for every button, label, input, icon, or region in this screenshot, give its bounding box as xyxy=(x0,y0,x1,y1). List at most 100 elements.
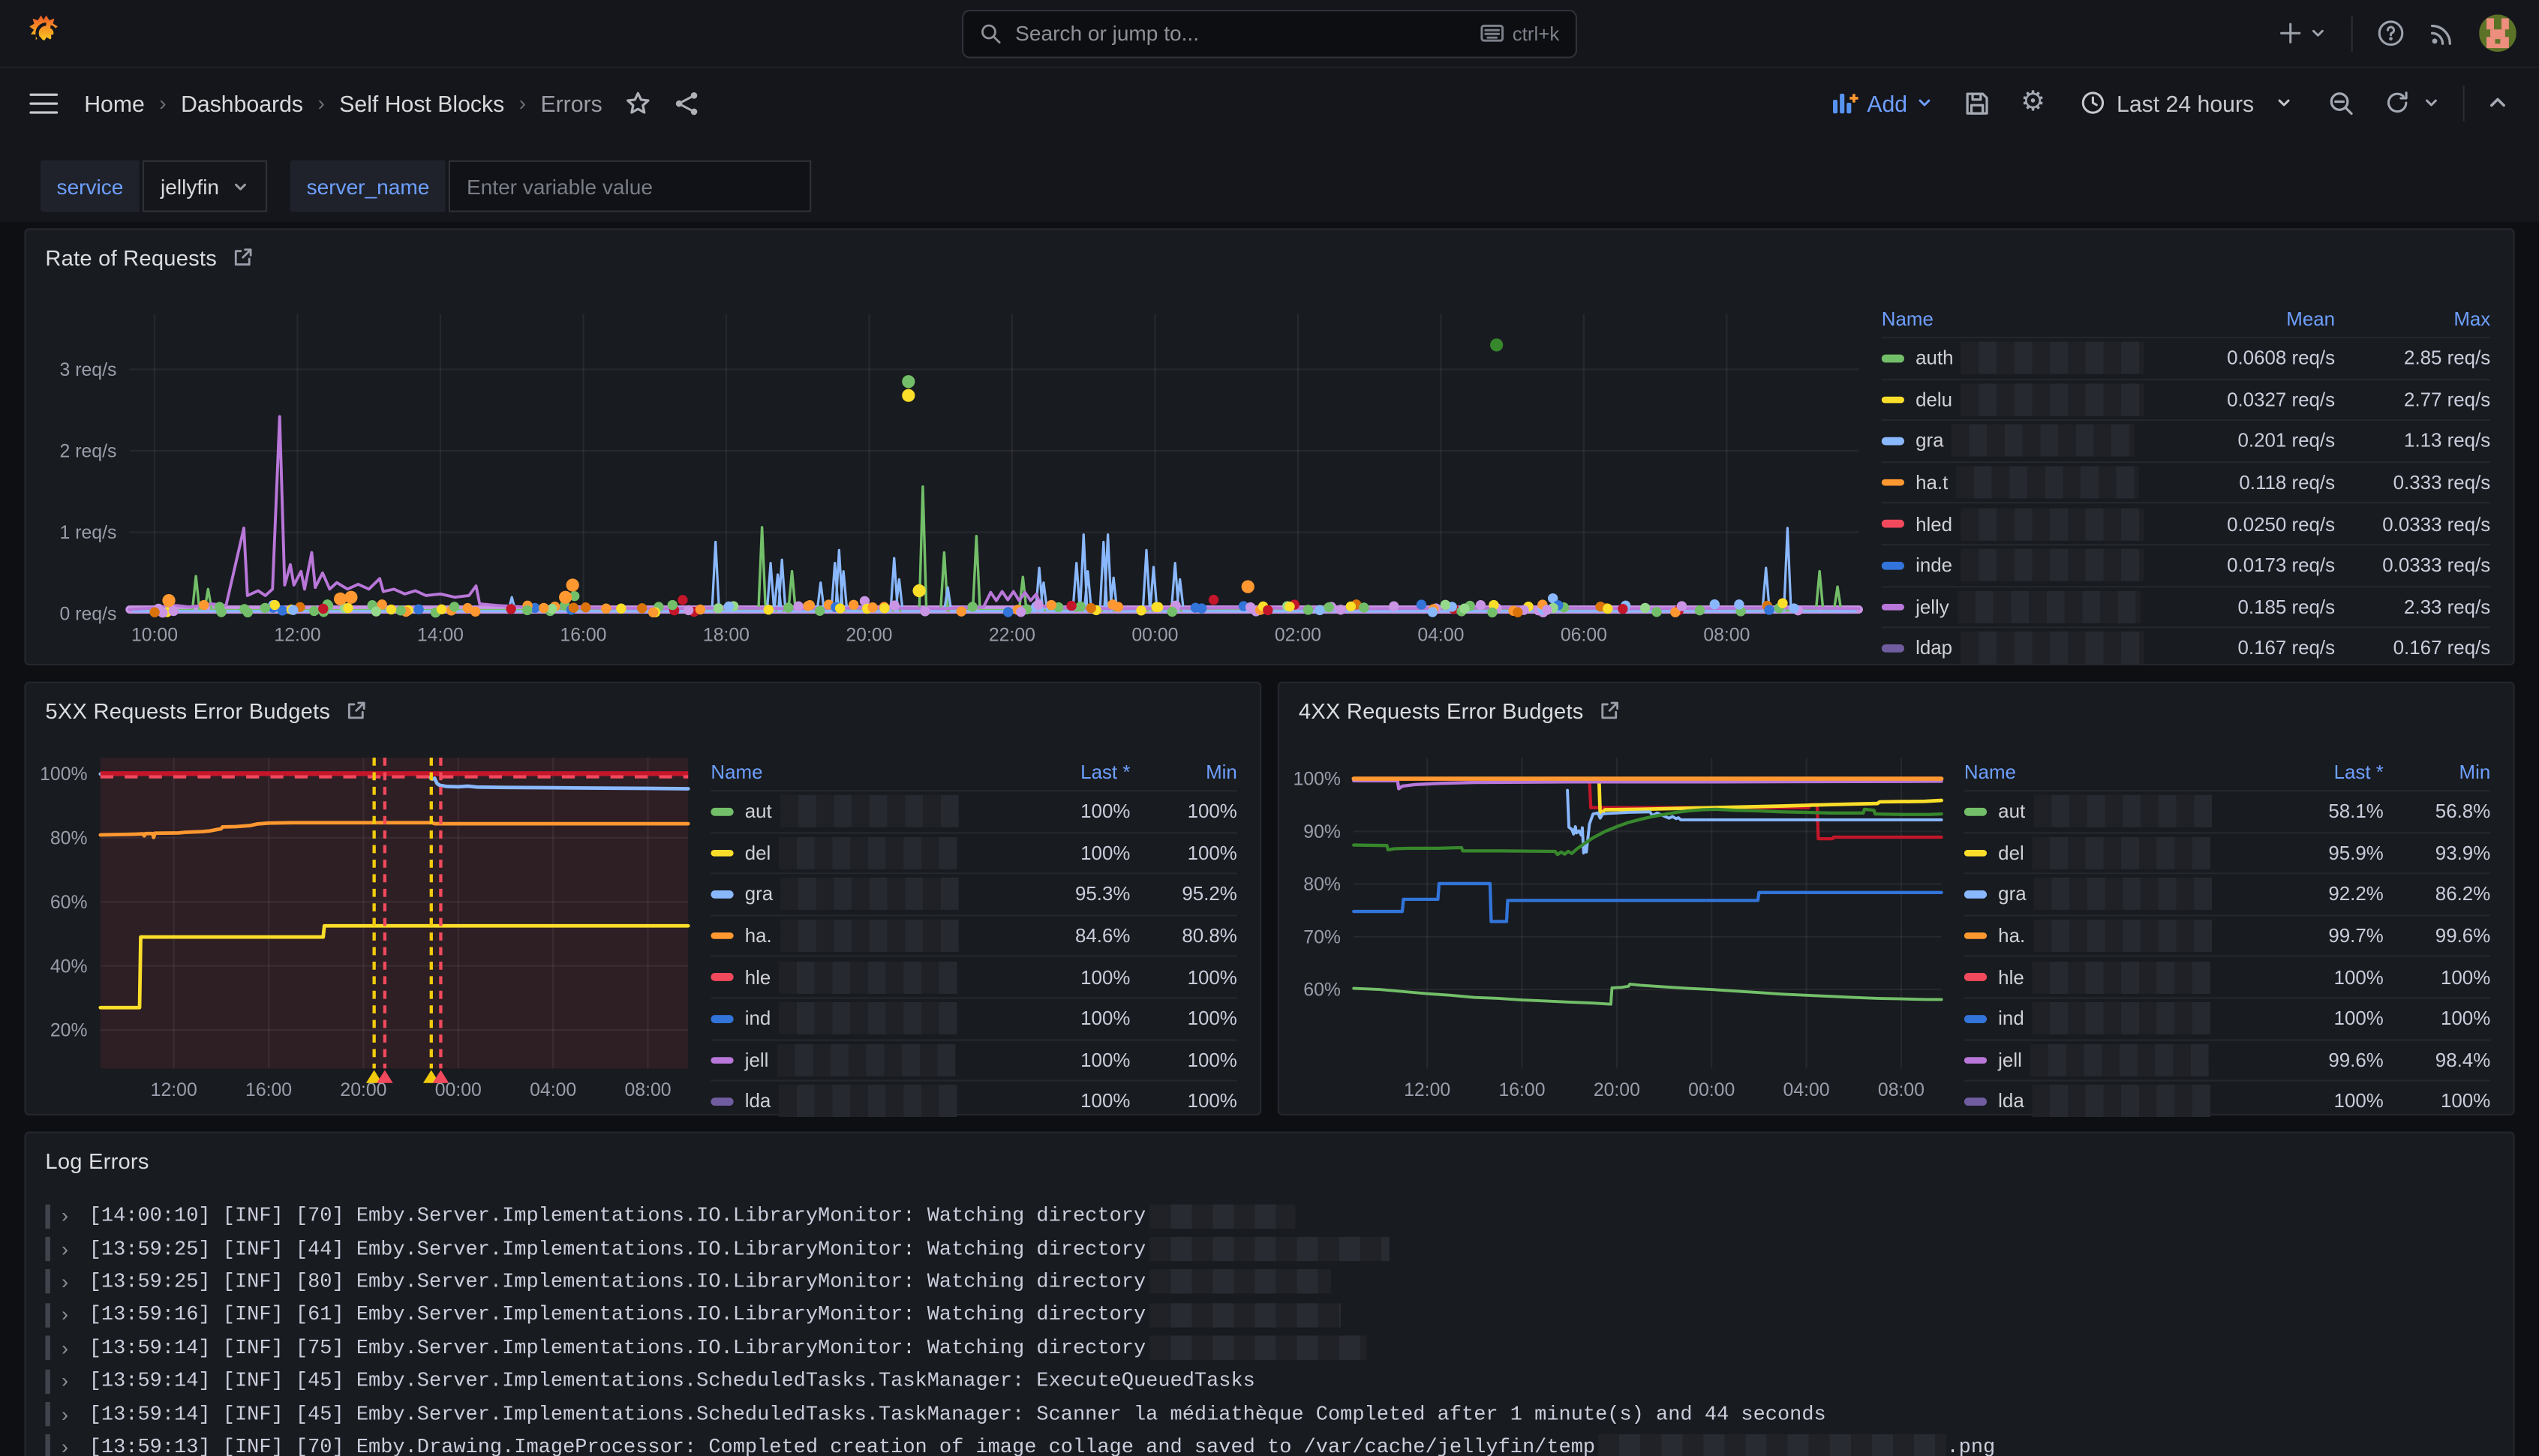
log-row[interactable]: ›[13:59:14] [INF] [75] Emby.Server.Imple… xyxy=(45,1331,2493,1364)
external-link-icon[interactable] xyxy=(1598,699,1621,722)
redacted-log-text xyxy=(1149,1204,1294,1228)
expand-chevron-icon[interactable]: › xyxy=(62,1403,89,1425)
save-dashboard-button[interactable] xyxy=(1956,79,1998,128)
legend-row[interactable]: ind100%100% xyxy=(711,997,1236,1038)
legend-row[interactable]: gra0.201 req/s1.13 req/s xyxy=(1882,419,2490,461)
series-jellyfin xyxy=(130,416,1859,609)
chevron-down-icon xyxy=(1916,94,1934,112)
legend-value: 0.0608 req/s xyxy=(2186,347,2336,369)
expand-chevron-icon[interactable]: › xyxy=(62,1436,89,1456)
shortcut-hint: ctrl+k xyxy=(1480,22,1560,44)
legend-row[interactable]: hle100%100% xyxy=(1964,956,2490,997)
redacted-log-text xyxy=(1149,1336,1366,1360)
redacted-series-name xyxy=(780,920,958,952)
zoom-out-button[interactable] xyxy=(2321,79,2363,128)
expand-chevron-icon[interactable]: › xyxy=(62,1337,89,1359)
legend-row[interactable]: ha.84.6%80.8% xyxy=(711,914,1236,956)
external-link-icon[interactable] xyxy=(231,246,254,269)
legend-row[interactable]: jelly0.185 req/s2.33 req/s xyxy=(1882,585,2490,626)
panel-header[interactable]: 5XX Requests Error Budgets xyxy=(26,683,1260,738)
legend-column-last[interactable]: Last * xyxy=(1014,761,1130,783)
legend-column-name[interactable]: Name xyxy=(711,761,1014,783)
expand-chevron-icon[interactable]: › xyxy=(62,1238,89,1260)
menu-toggle-button[interactable] xyxy=(29,92,59,114)
variable-service-select[interactable]: jellyfin xyxy=(143,161,267,212)
timeseries-chart-4xx[interactable]: 12:0016:0020:0000:0004:0008:0060%70%80%9… xyxy=(1279,738,1952,1117)
legend-row[interactable]: aut58.1%56.8% xyxy=(1964,790,2490,831)
breadcrumb-dashboards[interactable]: Dashboards xyxy=(181,90,303,116)
panel-header[interactable]: Log Errors xyxy=(26,1133,2513,1188)
breadcrumb-folder[interactable]: Self Host Blocks xyxy=(339,90,504,116)
chevron-down-icon xyxy=(2423,94,2441,112)
redacted-series-name xyxy=(779,837,957,869)
legend-column-min[interactable]: Min xyxy=(1130,761,1236,783)
legend-row[interactable]: ha.t0.118 req/s0.333 req/s xyxy=(1882,461,2490,503)
legend-row[interactable]: auth0.0608 req/s2.85 req/s xyxy=(1882,337,2490,378)
panel-header[interactable]: 4XX Requests Error Budgets xyxy=(1279,683,2513,738)
legend-row[interactable]: hled0.0250 req/s0.0333 req/s xyxy=(1882,503,2490,544)
legend-column-max[interactable]: Max xyxy=(2335,308,2490,330)
log-row[interactable]: ›[13:59:14] [INF] [45] Emby.Server.Imple… xyxy=(45,1364,2493,1397)
search-input[interactable]: Search or jump to... ctrl+k xyxy=(962,9,1577,58)
legend-row[interactable]: jell100%100% xyxy=(711,1039,1236,1080)
favorite-button[interactable] xyxy=(625,90,651,116)
legend-column-name[interactable]: Name xyxy=(1882,308,2186,330)
legend-column-name[interactable]: Name xyxy=(1964,761,2267,783)
legend-row[interactable]: del100%100% xyxy=(711,831,1236,872)
dashboard-settings-button[interactable]: ⚙ xyxy=(2012,79,2053,128)
legend-row[interactable]: del95.9%93.9% xyxy=(1964,831,2490,872)
series-color-chip xyxy=(1964,808,1987,815)
timeseries-chart-5xx[interactable]: 12:0016:0020:0000:0004:0008:0020%40%60%8… xyxy=(26,738,699,1117)
legend-row[interactable]: inde0.0173 req/s0.0333 req/s xyxy=(1882,544,2490,585)
share-button[interactable] xyxy=(674,90,700,116)
expand-chevron-icon[interactable]: › xyxy=(62,1271,89,1293)
svg-text:20:00: 20:00 xyxy=(846,626,892,646)
refresh-button[interactable] xyxy=(2377,79,2448,128)
external-link-icon[interactable] xyxy=(345,699,368,722)
expand-chevron-icon[interactable]: › xyxy=(62,1370,89,1392)
news-button[interactable] xyxy=(2429,20,2455,47)
user-avatar[interactable] xyxy=(2479,14,2516,52)
legend-row[interactable]: aut100%100% xyxy=(711,790,1236,831)
collapse-kiosk-button[interactable] xyxy=(2479,79,2516,128)
svg-text:00:00: 00:00 xyxy=(1688,1080,1735,1100)
timeseries-chart-rate[interactable]: 10:0012:0014:0016:0018:0020:0022:0000:00… xyxy=(26,285,1869,667)
expand-chevron-icon[interactable]: › xyxy=(62,1304,89,1326)
legend-column-min[interactable]: Min xyxy=(2384,761,2490,783)
log-row[interactable]: ›[14:00:10] [INF] [70] Emby.Server.Imple… xyxy=(45,1199,2493,1232)
help-button[interactable] xyxy=(2377,20,2405,47)
redacted-series-name xyxy=(2033,1002,2210,1034)
log-row[interactable]: ›[13:59:13] [INF] [70] Emby.Drawing.Imag… xyxy=(45,1430,2493,1456)
legend-column-last[interactable]: Last * xyxy=(2267,761,2383,783)
log-row[interactable]: ›[13:59:25] [INF] [80] Emby.Server.Imple… xyxy=(45,1265,2493,1298)
legend-row[interactable]: delu0.0327 req/s2.77 req/s xyxy=(1882,378,2490,419)
chart-svg: 12:0016:0020:0000:0004:0008:0020%40%60%8… xyxy=(26,738,699,1117)
legend-value: 100% xyxy=(2384,966,2490,989)
panel-header[interactable]: Rate of Requests xyxy=(26,230,2513,284)
legend-row[interactable]: ind100%100% xyxy=(1964,997,2490,1038)
expand-chevron-icon[interactable]: › xyxy=(62,1205,89,1227)
legend-row[interactable]: ha.99.7%99.6% xyxy=(1964,914,2490,956)
log-row[interactable]: ›[13:59:14] [INF] [45] Emby.Server.Imple… xyxy=(45,1397,2493,1430)
log-row[interactable]: ›[13:59:25] [INF] [44] Emby.Server.Imple… xyxy=(45,1232,2493,1265)
legend-row[interactable]: lda100%100% xyxy=(1964,1080,2490,1117)
legend-value: 100% xyxy=(1014,1090,1130,1112)
grafana-logo[interactable] xyxy=(28,14,65,52)
legend-column-mean[interactable]: Mean xyxy=(2186,308,2336,330)
redacted-series-name xyxy=(779,1002,957,1034)
legend-row[interactable]: lda100%100% xyxy=(711,1080,1236,1117)
legend-row[interactable]: gra95.3%95.2% xyxy=(711,873,1236,914)
time-range-picker[interactable]: Last 24 hours xyxy=(2068,79,2306,128)
add-button[interactable]: Add xyxy=(1823,79,1941,128)
legend-row[interactable]: hle100%100% xyxy=(711,956,1236,997)
new-button[interactable] xyxy=(2279,21,2327,45)
breadcrumb-home[interactable]: Home xyxy=(84,90,145,116)
gear-icon: ⚙ xyxy=(2021,89,2045,117)
variable-server-input[interactable]: Enter variable value xyxy=(449,161,811,212)
legend-row[interactable]: gra92.2%86.2% xyxy=(1964,873,2490,914)
legend-row[interactable]: jell99.6%98.4% xyxy=(1964,1039,2490,1080)
legend-row[interactable]: ldap0.167 req/s0.167 req/s xyxy=(1882,627,2490,668)
log-row[interactable]: ›[13:59:16] [INF] [61] Emby.Server.Imple… xyxy=(45,1298,2493,1331)
legend-value: 100% xyxy=(2267,1090,2383,1112)
redacted-series-name xyxy=(2033,961,2210,993)
